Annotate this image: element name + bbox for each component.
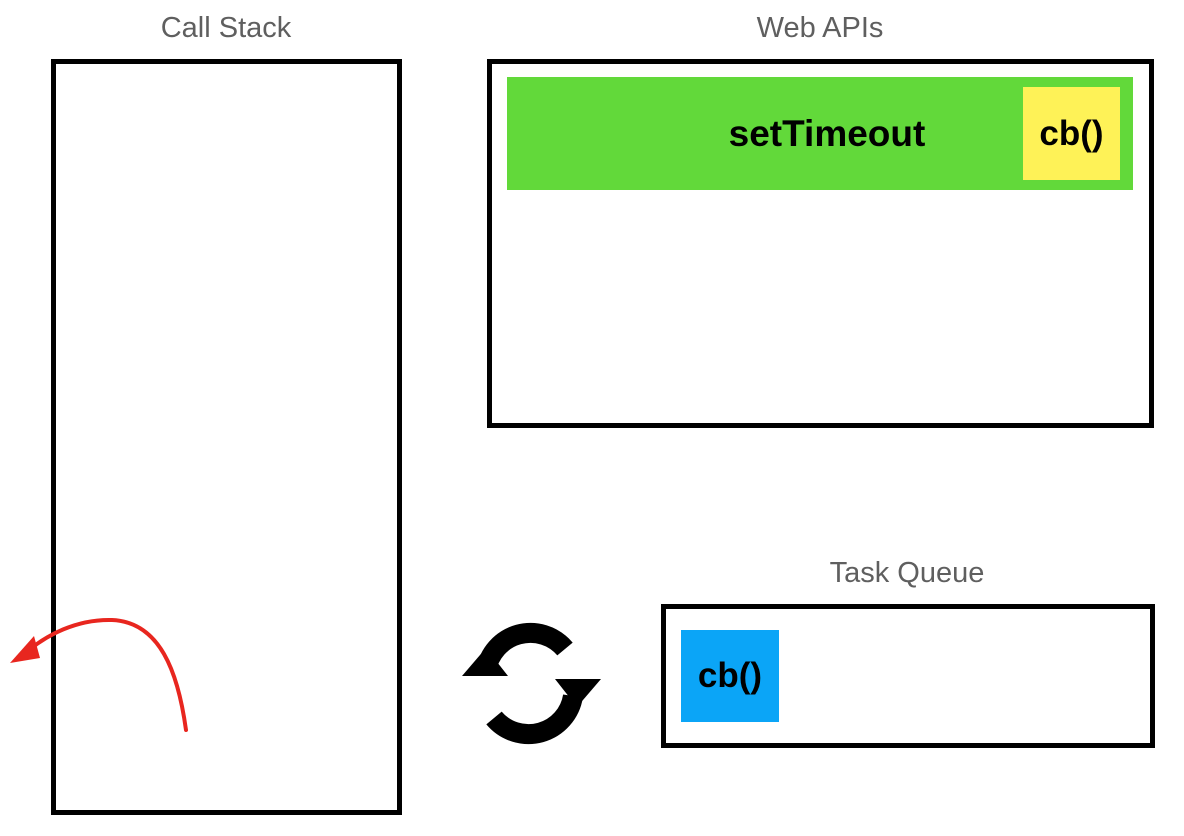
settimeout-label: setTimeout (728, 112, 926, 154)
call-stack-container (51, 59, 402, 815)
red-curved-arrow-icon (10, 617, 188, 732)
task-queue-title: Task Queue (829, 557, 985, 589)
task-queue-callback: cb() (681, 630, 779, 722)
refresh-cycle-icon (462, 622, 601, 745)
web-apis-title: Web APIs (756, 12, 884, 44)
web-api-callback: cb() (1023, 87, 1120, 180)
call-stack-title: Call Stack (160, 12, 292, 44)
